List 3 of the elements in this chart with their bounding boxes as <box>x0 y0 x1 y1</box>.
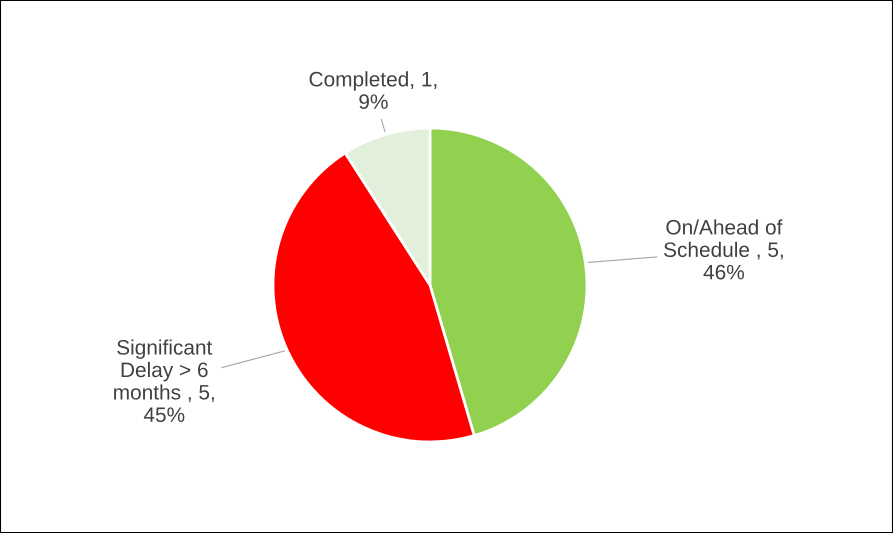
slice-label: On/Ahead of Schedule , 5, 46% <box>664 219 783 280</box>
slice-label: Significant Delay > 6 months , 5, 45% <box>114 339 214 422</box>
slice-label: Completed, 1, 9% <box>310 71 436 109</box>
